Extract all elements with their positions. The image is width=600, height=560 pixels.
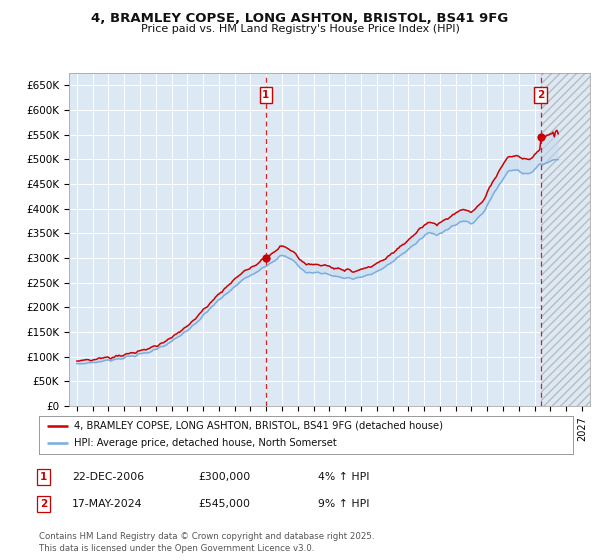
Text: HPI: Average price, detached house, North Somerset: HPI: Average price, detached house, Nort… — [74, 438, 337, 449]
Text: 2: 2 — [40, 499, 47, 509]
Text: 1: 1 — [262, 90, 269, 100]
Text: 22-DEC-2006: 22-DEC-2006 — [72, 472, 144, 482]
Text: 4% ↑ HPI: 4% ↑ HPI — [318, 472, 370, 482]
Text: 9% ↑ HPI: 9% ↑ HPI — [318, 499, 370, 509]
Text: 2: 2 — [537, 90, 544, 100]
Text: £545,000: £545,000 — [198, 499, 250, 509]
Text: 1: 1 — [40, 472, 47, 482]
Text: 4, BRAMLEY COPSE, LONG ASHTON, BRISTOL, BS41 9FG (detached house): 4, BRAMLEY COPSE, LONG ASHTON, BRISTOL, … — [74, 421, 443, 431]
Text: 4, BRAMLEY COPSE, LONG ASHTON, BRISTOL, BS41 9FG: 4, BRAMLEY COPSE, LONG ASHTON, BRISTOL, … — [91, 12, 509, 25]
Text: Price paid vs. HM Land Registry's House Price Index (HPI): Price paid vs. HM Land Registry's House … — [140, 24, 460, 34]
Text: Contains HM Land Registry data © Crown copyright and database right 2025.
This d: Contains HM Land Registry data © Crown c… — [39, 532, 374, 553]
Text: £300,000: £300,000 — [198, 472, 250, 482]
Text: 17-MAY-2024: 17-MAY-2024 — [72, 499, 143, 509]
